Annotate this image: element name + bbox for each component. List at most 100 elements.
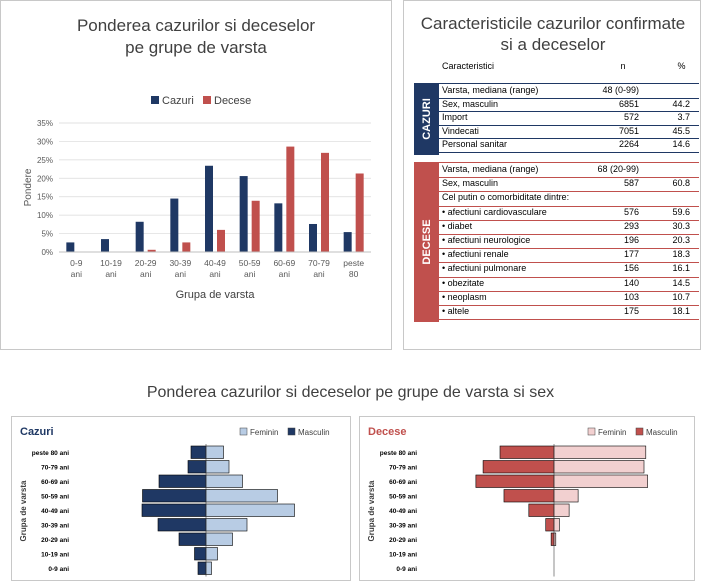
y-tick-label: 60-69 ani xyxy=(41,479,69,486)
cazuri-row-n: 7051 xyxy=(618,125,639,136)
x-tick-label: 30-39 xyxy=(169,258,191,268)
y-tick-label: 60-69 ani xyxy=(389,479,417,486)
y-tick-label: 40-49 ani xyxy=(41,508,69,515)
row-separator xyxy=(439,290,699,292)
decese-row-n: 68 (20-99) xyxy=(597,164,639,174)
y-tick-label: 20% xyxy=(37,174,53,183)
y-tick-label: 50-59 ani xyxy=(41,494,69,501)
row-separator xyxy=(439,162,699,163)
x-axis-label: Grupa de varsta xyxy=(176,289,256,301)
cazuri-row-n: 6851 xyxy=(618,98,639,109)
legend-swatch-masculin xyxy=(287,427,296,436)
bar-feminin xyxy=(205,489,278,503)
y-tick-label: 0% xyxy=(41,248,53,257)
x-tick-label: ani xyxy=(209,269,220,279)
decese-row-n: 196 xyxy=(623,235,639,245)
x-tick-label: 80 xyxy=(349,269,359,279)
bar-feminin xyxy=(205,561,212,575)
bar-feminin xyxy=(553,503,570,517)
bar-feminin xyxy=(205,518,248,532)
bar-feminin xyxy=(205,445,224,459)
bar-decese xyxy=(321,152,329,252)
decese-row-n: 156 xyxy=(623,263,639,274)
row-separator xyxy=(439,248,699,250)
x-tick-label: 20-29 xyxy=(135,258,157,268)
bar-cazuri xyxy=(170,198,179,252)
characteristics-panel: Caracteristicile cazurilor confirmate si … xyxy=(403,0,701,350)
bar-feminin xyxy=(553,460,645,474)
bar-masculin xyxy=(550,532,555,546)
cazuri-row-n: 572 xyxy=(623,112,639,123)
y-tick-label: peste 80 ani xyxy=(380,450,417,457)
bar-feminin xyxy=(205,503,295,517)
decese-row-n: 576 xyxy=(623,206,639,217)
bar-cazuri xyxy=(135,221,144,252)
characteristics-table: Caracteristici n% CAZURI Varsta, mediana (r… xyxy=(414,61,699,323)
header-characteristic: Caracteristici xyxy=(442,61,495,71)
bar-decese xyxy=(355,173,364,252)
legend-swatch-feminin xyxy=(239,427,248,436)
bar-masculin xyxy=(187,460,207,474)
bar-decese xyxy=(147,249,156,252)
x-tick-label: ani xyxy=(279,269,290,279)
bar-masculin xyxy=(178,532,207,546)
y-tick-label: 0-9 ani xyxy=(48,566,69,573)
bar-masculin xyxy=(482,460,555,474)
x-tick-label: ani xyxy=(175,269,186,279)
decese-row-label: • diabet xyxy=(442,220,473,231)
cazuri-side-label: CAZURI xyxy=(420,98,433,140)
cazuri-row-n: 48 (0-99) xyxy=(602,85,639,95)
decese-side-band: DECESE xyxy=(414,162,439,323)
y-tick-label: 15% xyxy=(37,193,53,202)
row-separator xyxy=(439,138,699,140)
header-pct: % xyxy=(677,61,686,71)
bar-masculin xyxy=(545,518,555,532)
row-separator xyxy=(439,97,699,99)
decese-row-pct: 60.8 xyxy=(672,178,690,189)
y-axis-label: Grupa de varsta xyxy=(367,480,376,541)
y-tick-label: 10-19 ani xyxy=(389,552,417,559)
legend-label-masculin: Masculin xyxy=(646,428,678,437)
decese-row-label: • altele xyxy=(442,306,470,316)
y-tick-label: 30-39 ani xyxy=(389,523,417,530)
pyramid-title: Cazuri xyxy=(20,426,54,438)
bar-masculin xyxy=(197,561,207,575)
bar-decese xyxy=(286,146,295,252)
bar-cazuri xyxy=(66,242,75,252)
bar-masculin xyxy=(141,503,207,517)
row-separator xyxy=(439,219,699,221)
cazuri-row-pct: 14.6 xyxy=(672,139,690,150)
x-tick-label: 0-9 xyxy=(70,258,83,268)
decese-row-pct: 59.6 xyxy=(672,206,690,217)
decese-side-label: DECESE xyxy=(420,219,433,265)
x-tick-label: ani xyxy=(244,269,255,279)
y-tick-label: peste 80 ani xyxy=(32,450,69,457)
bar-masculin xyxy=(190,445,207,459)
x-tick-label: 70-79 xyxy=(308,258,330,268)
legend-label-decese: Decese xyxy=(214,95,251,107)
row-separator xyxy=(439,305,699,306)
decese-row-pct: 20.3 xyxy=(672,235,690,245)
row-separator xyxy=(439,177,699,179)
bar-decese xyxy=(217,229,225,252)
legend-label-masculin: Masculin xyxy=(298,428,330,437)
row-separator xyxy=(439,83,699,84)
cazuri-row-pct: 44.2 xyxy=(672,98,690,109)
decese-row-label: • afectiuni cardiovasculare xyxy=(442,206,547,217)
bar-masculin xyxy=(475,474,555,488)
y-tick-label: 40-49 ani xyxy=(389,508,417,515)
decese-row-label: • obezitate xyxy=(442,277,485,288)
decese-row-pct: 10.7 xyxy=(672,291,690,302)
header-n: n xyxy=(620,61,626,71)
decese-row-pct: 18.1 xyxy=(672,306,690,316)
legend-label-feminin: Feminin xyxy=(598,428,626,437)
decese-row-n: 293 xyxy=(623,220,639,231)
row-separator xyxy=(439,262,699,264)
decese-row-pct: 16.1 xyxy=(672,263,690,274)
cazuri-row-pct: 3.7 xyxy=(677,112,690,123)
decese-row-pct: 14.5 xyxy=(672,277,690,288)
y-tick-label: 20-29 ani xyxy=(41,537,69,544)
bar-masculin xyxy=(194,547,207,561)
y-tick-label: 30-39 ani xyxy=(41,523,69,530)
bar-feminin xyxy=(205,547,218,561)
